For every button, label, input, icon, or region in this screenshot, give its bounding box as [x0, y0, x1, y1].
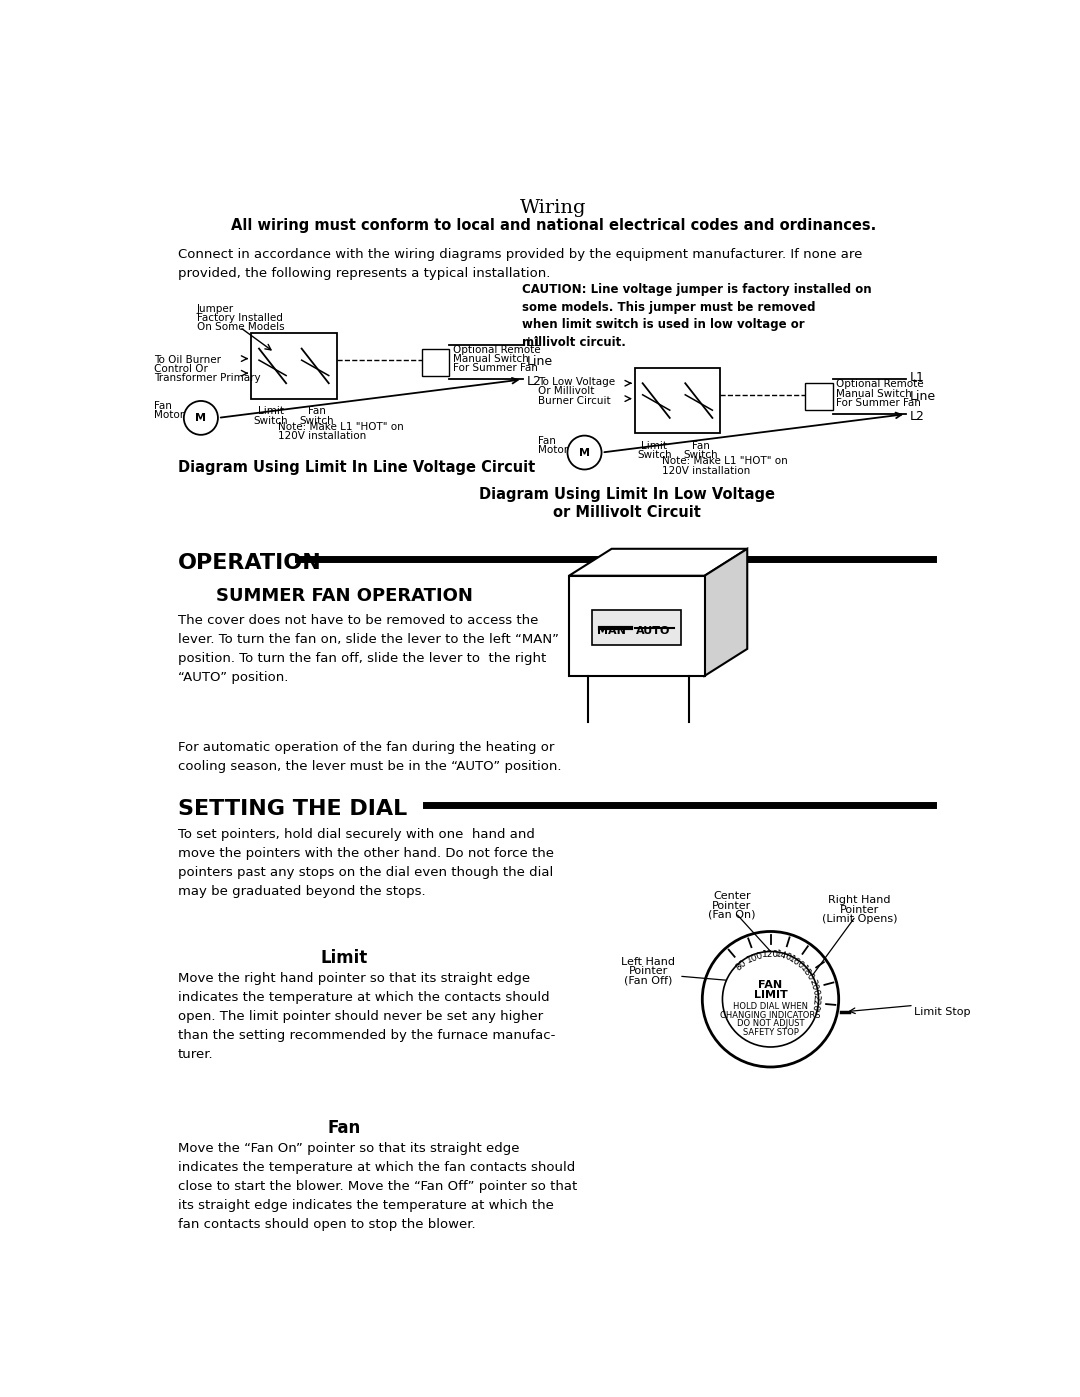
Text: Burner Circuit: Burner Circuit [538, 395, 610, 405]
Text: Factory Installed: Factory Installed [197, 313, 283, 323]
Circle shape [567, 436, 602, 469]
Circle shape [184, 401, 218, 434]
Text: Control Or: Control Or [154, 365, 208, 374]
Text: Optional Remote: Optional Remote [836, 380, 924, 390]
Text: (Limit Opens): (Limit Opens) [822, 914, 897, 923]
Text: For Summer Fan: For Summer Fan [453, 363, 538, 373]
Text: SUMMER FAN OPERATION: SUMMER FAN OPERATION [216, 587, 473, 605]
Text: M: M [195, 414, 206, 423]
Text: M: M [579, 447, 590, 458]
Text: 220: 220 [810, 995, 821, 1011]
Text: 120: 120 [761, 950, 779, 960]
Text: DO NOT ADJUST: DO NOT ADJUST [737, 1020, 805, 1028]
Text: Limit: Limit [258, 407, 284, 416]
Text: HOLD DIAL WHEN: HOLD DIAL WHEN [733, 1003, 808, 1011]
Text: Line: Line [910, 390, 936, 402]
Text: L1: L1 [526, 335, 541, 349]
Text: Diagram Using Limit In Line Voltage Circuit: Diagram Using Limit In Line Voltage Circ… [177, 460, 535, 475]
Text: On Some Models: On Some Models [197, 323, 285, 332]
Text: Fan: Fan [154, 401, 172, 411]
Bar [422, 349, 449, 376]
Circle shape [723, 951, 819, 1046]
Polygon shape [704, 549, 747, 676]
Text: All wiring must conform to local and national electrical codes and ordinances.: All wiring must conform to local and nat… [231, 218, 876, 233]
Text: The cover does not have to be removed to access the
lever. To turn the fan on, s: The cover does not have to be removed to… [177, 615, 558, 685]
Text: Pointer: Pointer [712, 901, 752, 911]
Text: Note: Make L1 "HOT" on: Note: Make L1 "HOT" on [662, 457, 787, 467]
Text: Right Hand: Right Hand [828, 895, 891, 905]
Text: Manual Switch: Manual Switch [453, 353, 528, 365]
Text: Move the right hand pointer so that its straight edge
indicates the temperature : Move the right hand pointer so that its … [177, 972, 555, 1062]
Text: (Fan Off): (Fan Off) [624, 975, 672, 985]
Text: 200: 200 [808, 978, 821, 997]
Text: Fan: Fan [308, 407, 326, 416]
Text: Note: Make L1 "HOT" on: Note: Make L1 "HOT" on [279, 422, 404, 432]
Text: For Summer Fan: For Summer Fan [836, 398, 921, 408]
Text: Diagram Using Limit In Low Voltage
or Millivolt Circuit: Diagram Using Limit In Low Voltage or Mi… [480, 488, 775, 520]
Text: Line: Line [526, 355, 553, 369]
Text: 140: 140 [774, 950, 793, 964]
Text: Limit: Limit [321, 949, 368, 967]
Text: (Fan On): (Fan On) [708, 909, 756, 919]
Text: 80: 80 [734, 958, 748, 972]
Text: Connect in accordance with the wiring diagrams provided by the equipment manufac: Connect in accordance with the wiring di… [177, 249, 862, 281]
Text: Pointer: Pointer [840, 904, 879, 915]
Bar [806, 383, 833, 411]
Text: LIMIT: LIMIT [754, 990, 787, 1000]
Text: Motor: Motor [538, 444, 568, 455]
Text: L2: L2 [910, 409, 924, 423]
Text: SETTING THE DIAL: SETTING THE DIAL [177, 799, 407, 819]
Text: To set pointers, hold dial securely with one  hand and
move the pointers with th: To set pointers, hold dial securely with… [177, 828, 554, 898]
Text: To Oil Burner: To Oil Burner [154, 355, 221, 365]
Text: CHANGING INDICATORS: CHANGING INDICATORS [720, 1011, 821, 1020]
Text: CAUTION: Line voltage jumper is factory installed on
some models. This jumper mu: CAUTION: Line voltage jumper is factory … [523, 284, 873, 349]
Text: Wiring: Wiring [521, 198, 586, 217]
Text: 160: 160 [786, 954, 806, 971]
Text: Or Millivolt: Or Millivolt [538, 387, 594, 397]
Text: Left Hand: Left Hand [621, 957, 675, 967]
Text: MAN: MAN [597, 626, 626, 636]
Text: For automatic operation of the fan during the heating or
cooling season, the lev: For automatic operation of the fan durin… [177, 742, 562, 774]
Text: Switch: Switch [300, 415, 335, 426]
Text: L2: L2 [526, 376, 541, 388]
Polygon shape [569, 576, 704, 676]
Text: Jumper: Jumper [197, 305, 234, 314]
Text: Fan: Fan [692, 441, 710, 451]
Bar [592, 610, 681, 645]
Text: Move the “Fan On” pointer so that its straight edge
indicates the temperature at: Move the “Fan On” pointer so that its st… [177, 1141, 577, 1231]
Text: To Low Voltage: To Low Voltage [538, 377, 616, 387]
Text: Switch: Switch [637, 450, 672, 460]
Bar [635, 367, 720, 433]
Text: FAN: FAN [758, 981, 783, 990]
Polygon shape [569, 549, 747, 576]
Text: Switch: Switch [254, 415, 288, 426]
Text: Fan: Fan [538, 436, 556, 446]
Text: 120V installation: 120V installation [662, 465, 751, 475]
Text: OPERATION: OPERATION [177, 553, 322, 573]
Text: SAFETY STOP: SAFETY STOP [743, 1028, 798, 1037]
Text: Switch: Switch [684, 450, 718, 460]
Text: Limit: Limit [642, 441, 667, 451]
Text: Limit Stop: Limit Stop [914, 1007, 970, 1017]
Text: Transformer Primary: Transformer Primary [154, 373, 261, 383]
Text: L1: L1 [910, 370, 924, 384]
Text: Fan: Fan [327, 1119, 361, 1137]
Circle shape [702, 932, 839, 1067]
Text: 180: 180 [799, 964, 816, 983]
Bar [252, 334, 337, 398]
Text: AUTO: AUTO [635, 626, 670, 636]
Text: Manual Switch: Manual Switch [836, 388, 913, 398]
Text: 100: 100 [745, 950, 765, 964]
Text: Center: Center [713, 891, 751, 901]
Text: 120V installation: 120V installation [279, 432, 366, 441]
Text: Motor: Motor [154, 411, 185, 420]
Text: Pointer: Pointer [629, 967, 667, 977]
Text: Optional Remote: Optional Remote [453, 345, 540, 355]
